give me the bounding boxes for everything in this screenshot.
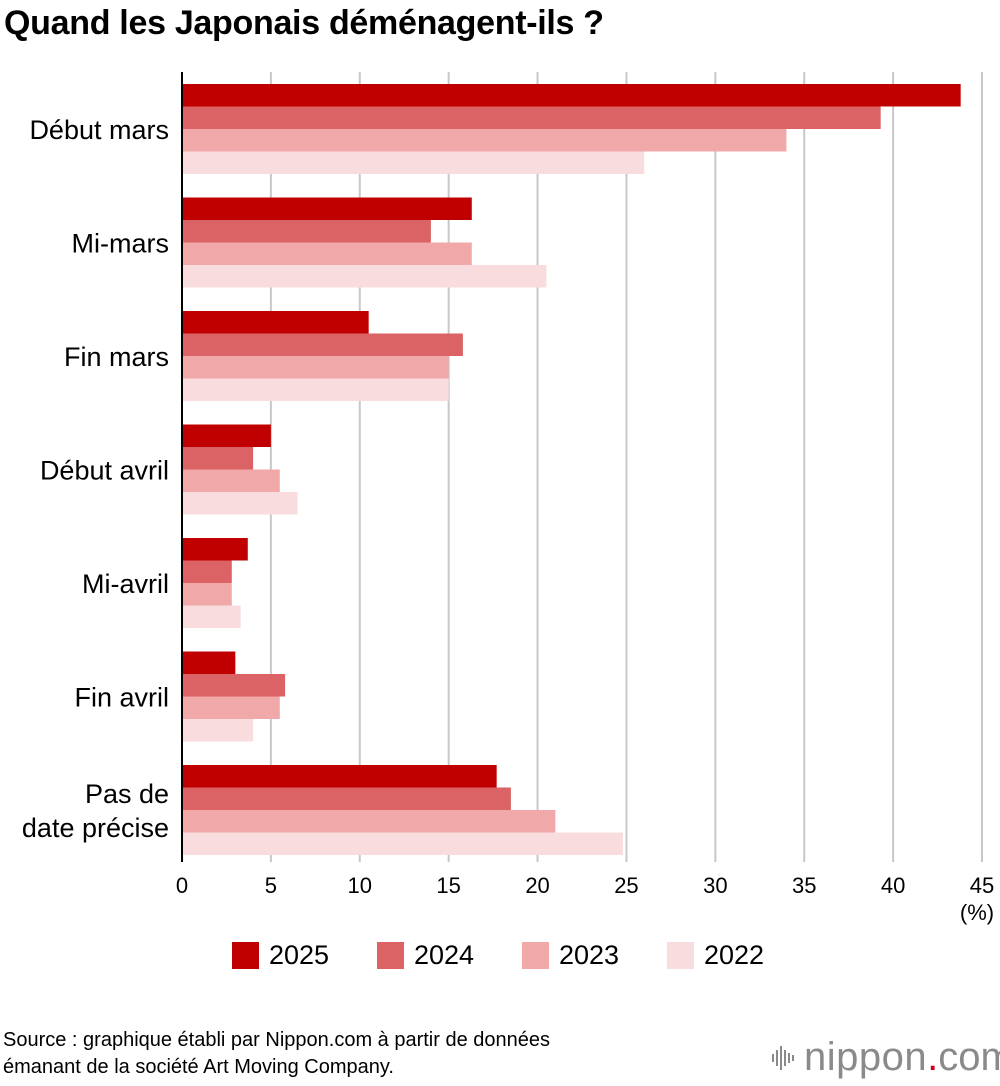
legend-item-2024: 2024 xyxy=(377,940,522,971)
bar-chart: Début mars Mi-mars Fin mars Début avril Mi-a… xyxy=(22,72,994,925)
x-tick-label: 0 xyxy=(176,873,188,898)
bar-2025 xyxy=(182,424,271,447)
bar-2025 xyxy=(182,84,961,107)
bar-2025 xyxy=(182,651,236,674)
legend-swatch xyxy=(667,942,694,969)
bar-2023 xyxy=(182,810,556,833)
bar-2023 xyxy=(182,696,280,719)
category-label: Fin mars xyxy=(64,342,169,372)
x-tick-labels: 0 5 10 15 20 25 30 35 40 45 xyxy=(176,873,994,898)
legend-item-2023: 2023 xyxy=(522,940,667,971)
x-tick-label: 45 xyxy=(970,873,994,898)
bar-2025 xyxy=(182,538,248,561)
x-tick-label: 15 xyxy=(436,873,460,898)
brand-suffix: com xyxy=(938,1035,1000,1079)
x-tick-label: 10 xyxy=(348,873,372,898)
bar-2022 xyxy=(182,151,645,174)
x-tick-label: 20 xyxy=(525,873,549,898)
category-label: Début avril xyxy=(40,456,169,486)
bar-2025 xyxy=(182,311,369,334)
bar-2023 xyxy=(182,469,280,492)
category-label: Fin avril xyxy=(74,683,169,713)
x-tick-label: 40 xyxy=(881,873,905,898)
bar-2024 xyxy=(182,447,254,470)
legend-label: 2022 xyxy=(704,940,765,970)
brand-name: nippon xyxy=(804,1035,928,1079)
brand-dot: . xyxy=(927,1035,939,1079)
legend-label: 2025 xyxy=(269,940,330,970)
x-tick-label: 5 xyxy=(265,873,277,898)
bar-2024 xyxy=(182,333,463,356)
category-label: date précise xyxy=(22,813,169,843)
bar-2023 xyxy=(182,129,787,152)
bar-2023 xyxy=(182,356,449,379)
bar-2025 xyxy=(182,765,497,788)
source-note: Source : graphique établi par Nippon.com… xyxy=(3,1027,550,1081)
bar-2023 xyxy=(182,583,232,606)
x-tick-label: 25 xyxy=(614,873,638,898)
bar-2022 xyxy=(182,378,449,401)
legend: 2025 2024 2023 2022 xyxy=(232,940,812,971)
legend-label: 2024 xyxy=(414,940,475,970)
bars xyxy=(182,84,961,855)
bar-2022 xyxy=(182,605,241,628)
category-label: Pas de xyxy=(85,779,169,809)
bar-2024 xyxy=(182,560,232,583)
category-label: Mi-mars xyxy=(72,229,169,259)
chart-title: Quand les Japonais déménagent-ils ? xyxy=(4,4,604,42)
bar-2024 xyxy=(182,674,286,697)
bar-2022 xyxy=(182,719,254,742)
bar-2022 xyxy=(182,492,298,515)
x-unit-label: (%) xyxy=(960,900,994,925)
x-tick-label: 30 xyxy=(703,873,727,898)
category-label: Début mars xyxy=(29,115,169,145)
source-line-1: Source : graphique établi par Nippon.com… xyxy=(3,1029,551,1051)
bar-2023 xyxy=(182,242,472,265)
brand-logo: nippon. com xyxy=(770,1035,1000,1080)
bar-2024 xyxy=(182,106,881,129)
legend-label: 2023 xyxy=(559,940,620,970)
grid-lines xyxy=(269,72,983,862)
bar-2024 xyxy=(182,220,431,243)
bar-2022 xyxy=(182,265,547,288)
legend-swatch xyxy=(232,942,259,969)
bar-2022 xyxy=(182,832,623,855)
legend-item-2022: 2022 xyxy=(667,940,812,971)
category-labels: Début mars Mi-mars Fin mars Début avril Mi-a… xyxy=(22,115,169,843)
legend-swatch xyxy=(377,942,404,969)
bar-2025 xyxy=(182,197,472,220)
bar-2024 xyxy=(182,787,511,810)
source-line-2: émanant de la société Art Moving Company… xyxy=(3,1056,394,1078)
legend-swatch xyxy=(522,942,549,969)
x-tick-label: 35 xyxy=(792,873,816,898)
legend-item-2025: 2025 xyxy=(232,940,377,971)
sound-wave-icon xyxy=(772,1045,794,1070)
category-label: Mi-avril xyxy=(82,569,169,599)
